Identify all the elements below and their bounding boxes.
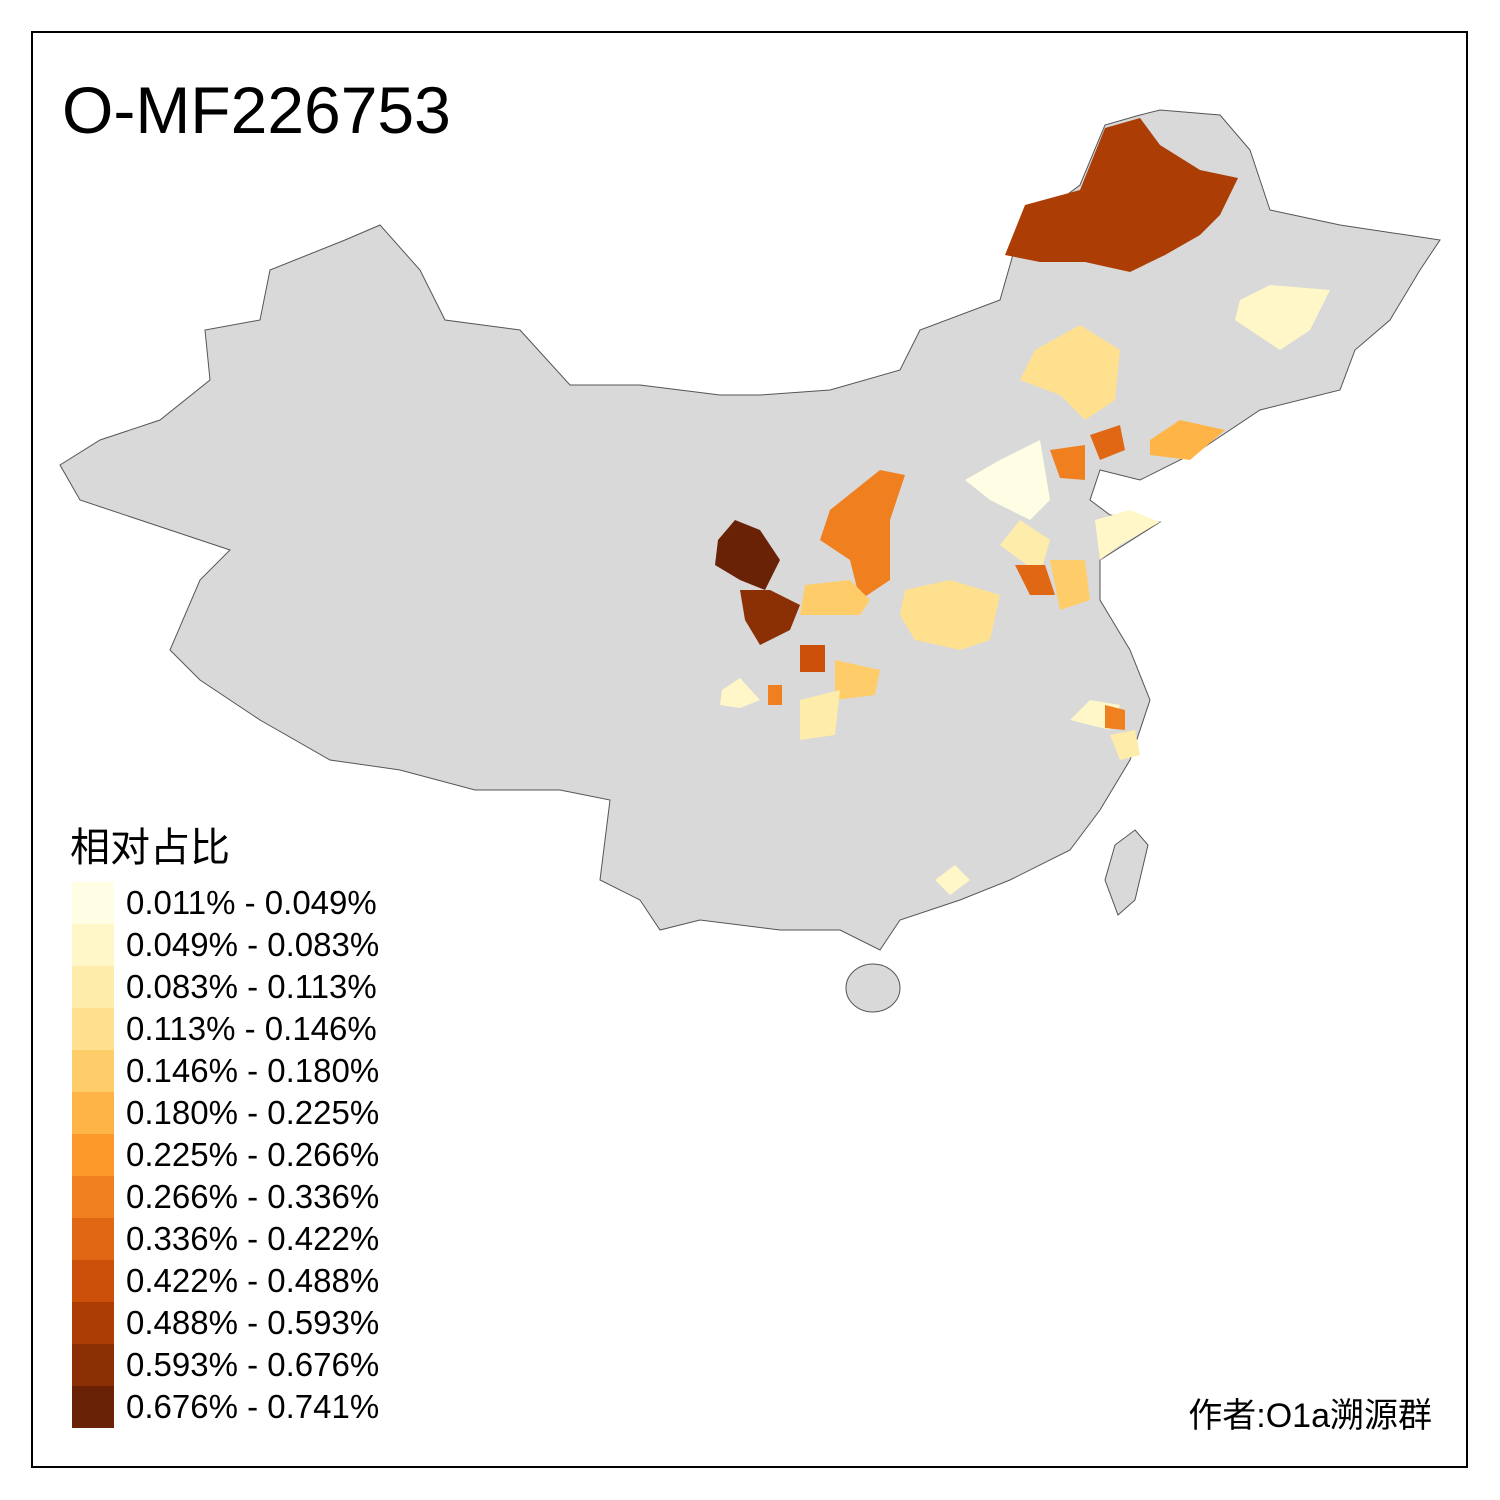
region-inner-mongolia: [1020, 325, 1120, 420]
legend-item: 0.113% - 0.146%: [72, 1008, 379, 1050]
region-henan: [900, 580, 1000, 650]
region-shandong-south: [1050, 560, 1090, 610]
legend-label: 0.049% - 0.083%: [126, 926, 380, 963]
legend-label: 0.593% - 0.676%: [126, 1346, 380, 1383]
legend-item: 0.488% - 0.593%: [72, 1302, 379, 1344]
region-liaoning-2: [1150, 420, 1225, 460]
legend-label: 0.336% - 0.422%: [126, 1220, 380, 1257]
map-title: O-MF226753: [62, 73, 451, 147]
legend-swatch: [72, 966, 114, 1008]
region-hebei: [1050, 445, 1085, 480]
taiwan: [1104, 829, 1149, 916]
legend-swatch: [72, 1302, 114, 1344]
legend-item: 0.225% - 0.266%: [72, 1134, 379, 1176]
legend-label: 0.676% - 0.741%: [126, 1388, 380, 1425]
hainan: [845, 963, 901, 1013]
legend-label: 0.266% - 0.336%: [126, 1178, 380, 1215]
legend-label: 0.083% - 0.113%: [126, 968, 377, 1005]
legend-swatch: [72, 1134, 114, 1176]
legend-swatch: [72, 1344, 114, 1386]
region-sichuan-west: [720, 678, 760, 708]
legend-item: 0.049% - 0.083%: [72, 924, 379, 966]
region-guangdong: [935, 865, 970, 895]
legend-label: 0.225% - 0.266%: [126, 1136, 380, 1173]
region-sichuan-1: [800, 645, 825, 672]
region-hebei-south: [1000, 520, 1050, 575]
legend-swatch: [72, 1386, 114, 1428]
region-shandong: [1095, 510, 1160, 560]
legend-item: 0.593% - 0.676%: [72, 1344, 379, 1386]
legend-label: 0.011% - 0.049%: [126, 884, 377, 921]
region-shandong-west: [1015, 565, 1055, 595]
legend-swatch: [72, 1092, 114, 1134]
legend-swatch: [72, 924, 114, 966]
legend-item: 0.676% - 0.741%: [72, 1386, 379, 1428]
author-credit: 作者:O1a溯源群: [1188, 1397, 1432, 1435]
legend-swatch: [72, 1008, 114, 1050]
legend-title: 相对占比: [70, 826, 230, 870]
legend-item: 0.180% - 0.225%: [72, 1092, 379, 1134]
region-shaanxi-south: [800, 580, 870, 615]
region-zhejiang-2: [1110, 730, 1140, 760]
region-ningxia: [715, 520, 780, 590]
legend-swatch: [72, 1176, 114, 1218]
region-fills: [715, 118, 1330, 895]
region-shaanxi: [820, 470, 905, 600]
region-zhejiang: [1105, 705, 1125, 730]
region-sichuan-3: [800, 690, 840, 740]
legend-swatch: [72, 1260, 114, 1302]
legend-item: 0.083% - 0.113%: [72, 966, 379, 1008]
legend-swatch: [72, 1218, 114, 1260]
legend-item: 0.146% - 0.180%: [72, 1050, 379, 1092]
legend-label: 0.113% - 0.146%: [126, 1010, 377, 1047]
region-heilongjiang-north: [1005, 118, 1238, 272]
legend-swatch: [72, 882, 114, 924]
legend: 0.011% - 0.049% 0.049% - 0.083% 0.083% - 0…: [72, 882, 379, 1428]
legend-item: 0.266% - 0.336%: [72, 1176, 379, 1218]
region-sichuan-4: [768, 685, 782, 705]
legend-label: 0.422% - 0.488%: [126, 1262, 380, 1299]
legend-label: 0.488% - 0.593%: [126, 1304, 380, 1341]
frame: [31, 31, 1468, 1468]
legend-item: 0.336% - 0.422%: [72, 1218, 379, 1260]
region-ne-light: [1235, 285, 1330, 350]
legend-item: 0.011% - 0.049%: [72, 882, 379, 924]
region-beijing-area: [965, 440, 1050, 520]
legend-swatch: [72, 1050, 114, 1092]
legend-item: 0.422% - 0.488%: [72, 1260, 379, 1302]
region-liaoning: [1090, 425, 1125, 460]
legend-label: 0.180% - 0.225%: [126, 1094, 380, 1131]
legend-label: 0.146% - 0.180%: [126, 1052, 380, 1089]
region-gansu: [740, 590, 800, 645]
region-sichuan-2: [835, 660, 880, 700]
